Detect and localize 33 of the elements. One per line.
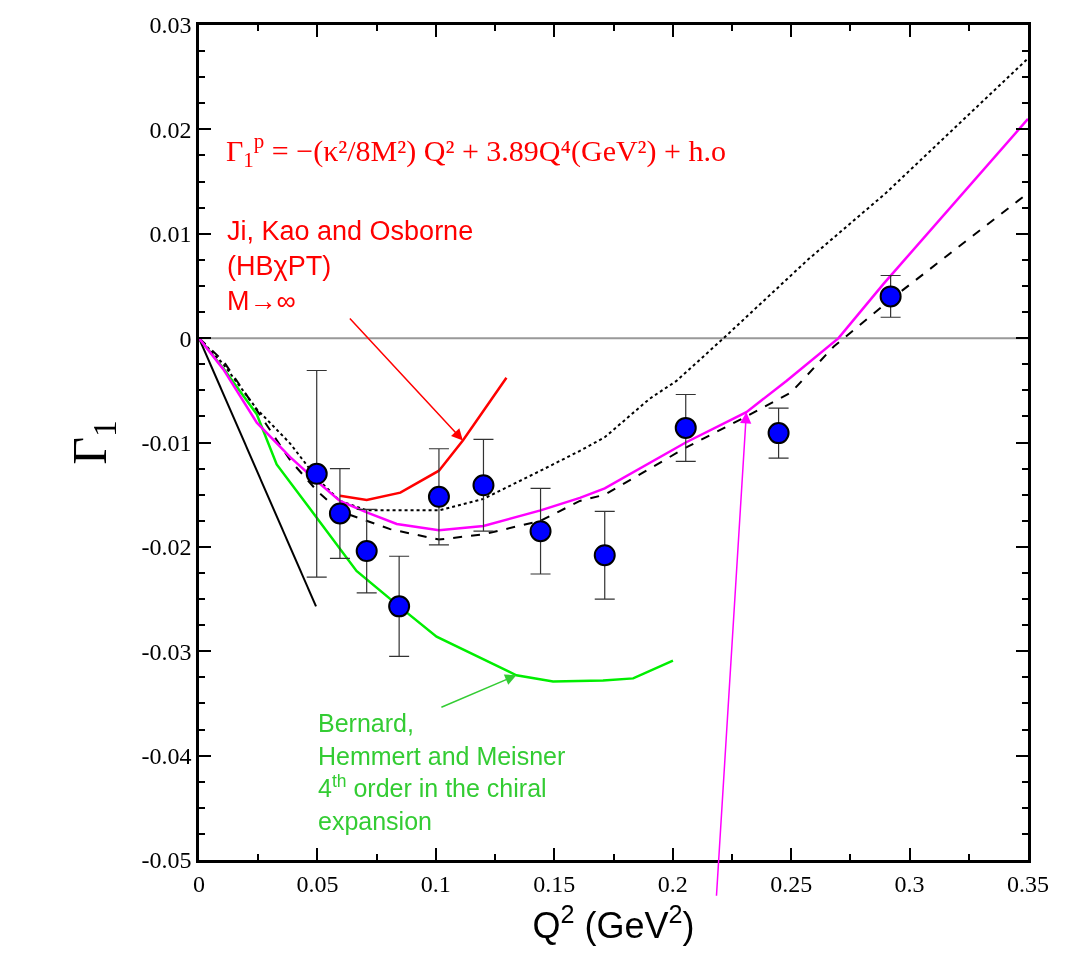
x-axis-title: Q$^{2}$ (GeV$^{2}$) bbox=[532, 900, 695, 947]
text: $^{p}$ = −(κ²/8M²) Q² + 3.89Q⁴(GeV²) + h.o bbox=[253, 129, 727, 167]
line-series bbox=[338, 376, 508, 502]
point bbox=[767, 422, 790, 445]
x-tick-label: 0.05 bbox=[296, 870, 339, 897]
point bbox=[472, 474, 495, 497]
x-tick-label: 0.25 bbox=[770, 870, 813, 897]
x-tick-label: 0.35 bbox=[1007, 870, 1049, 897]
x-tick-label: 0.3 bbox=[894, 870, 925, 897]
y-tick-label: 0.02 bbox=[149, 116, 192, 143]
x-tick-label: 0.1 bbox=[420, 870, 451, 897]
annotation: Bernard, Hemmert and Meisner 4$^{th}$ order in the chiral expansion bbox=[318, 709, 566, 835]
point bbox=[388, 595, 411, 618]
point bbox=[529, 520, 552, 543]
point bbox=[593, 544, 616, 567]
y-tick-label: -0.02 bbox=[141, 534, 192, 561]
point bbox=[305, 462, 328, 485]
x-tick-label: 0.2 bbox=[657, 870, 688, 897]
annotation: Ji, Kao and Osborne (HBχPT) M→∞ bbox=[227, 216, 474, 317]
y-tick-label: 0 bbox=[179, 325, 192, 352]
point bbox=[879, 285, 902, 308]
point bbox=[355, 540, 378, 563]
x-tick-label: 0.15 bbox=[533, 870, 576, 897]
point bbox=[427, 485, 450, 508]
y-tick-label: -0.01 bbox=[141, 429, 192, 456]
point bbox=[328, 502, 351, 525]
y-tick-label: 0.01 bbox=[149, 221, 192, 248]
y-tick-label: -0.04 bbox=[141, 743, 192, 770]
y-tick-label: 0.03 bbox=[149, 12, 192, 39]
y-tick-label: -0.03 bbox=[141, 638, 192, 665]
y-axis-title: Γ$_{1}$ bbox=[226, 133, 254, 172]
y-tick-label: -0.05 bbox=[141, 847, 192, 874]
point bbox=[674, 416, 697, 439]
